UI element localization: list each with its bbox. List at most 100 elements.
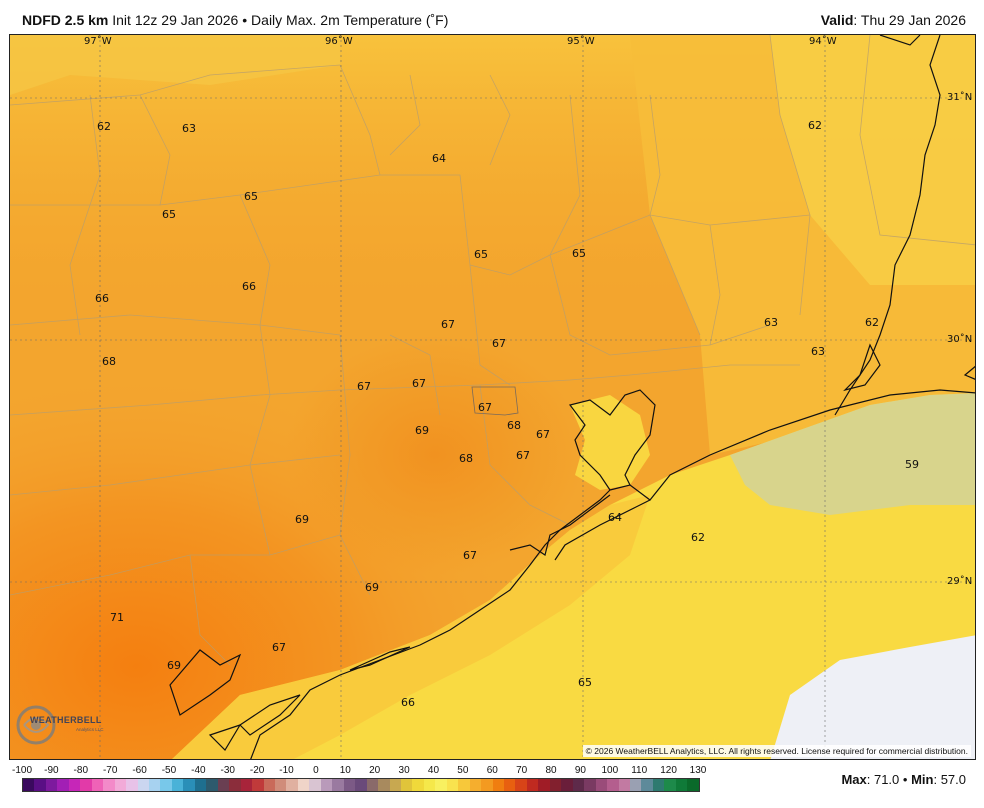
max-value: : 71.0 bbox=[866, 772, 900, 787]
valid-time: Valid: Thu 29 Jan 2026 bbox=[821, 12, 966, 28]
colorbar-tick-label: -50 bbox=[161, 765, 177, 776]
colorbar-tick-label: 60 bbox=[486, 765, 498, 776]
lat-label-30n: 30˚N bbox=[947, 333, 972, 345]
gulf-cool-water bbox=[730, 393, 975, 515]
temp-value: 69 bbox=[167, 659, 181, 672]
colorbar-swatch bbox=[34, 779, 46, 791]
temp-value: 67 bbox=[516, 449, 530, 462]
lat-lon-grid bbox=[10, 35, 975, 759]
temperature-map[interactable]: 97˚W 96˚W 95˚W 94˚W 31˚N 30˚N 29˚N 62 63… bbox=[9, 34, 976, 760]
temp-value: 65 bbox=[578, 676, 592, 689]
logo-wordmark: WEATHERBELL bbox=[30, 715, 102, 725]
temperature-values: 62 63 64 62 65 65 65 65 66 66 67 67 63 6… bbox=[95, 119, 919, 709]
colorbar-tick-label: 100 bbox=[601, 765, 619, 776]
colorbar-swatch bbox=[378, 779, 390, 791]
colorbar-swatch bbox=[274, 779, 287, 791]
colorbar-swatch bbox=[675, 779, 688, 791]
temp-value: 65 bbox=[162, 208, 176, 221]
colorbar-swatch bbox=[481, 779, 493, 791]
colorbar-swatch bbox=[664, 779, 676, 791]
houston-outline bbox=[471, 386, 519, 416]
temp-value: 68 bbox=[507, 419, 521, 432]
colorbar-swatch bbox=[515, 779, 527, 791]
colorbar-swatch bbox=[687, 779, 699, 791]
colorbar-swatch bbox=[240, 779, 253, 791]
temp-value: 63 bbox=[764, 316, 778, 329]
colorbar-tick-label: -60 bbox=[132, 765, 147, 776]
valid-date: : Thu 29 Jan 2026 bbox=[853, 12, 966, 28]
colorbar-tick-label: -80 bbox=[73, 765, 89, 776]
colorbar-tick-label: -30 bbox=[220, 765, 235, 776]
colorbar-swatch bbox=[103, 779, 115, 791]
colorbar-swatch bbox=[45, 779, 58, 791]
colorbar-swatch bbox=[652, 779, 665, 791]
colorbar-swatch bbox=[91, 779, 104, 791]
temp-value: 64 bbox=[608, 511, 622, 524]
lat-label-31n: 31˚N bbox=[947, 91, 972, 103]
colorbar-swatch bbox=[137, 779, 149, 791]
colorbar-tick-label: 80 bbox=[545, 765, 557, 776]
colorbar-swatch bbox=[526, 779, 539, 791]
colorbar-swatch bbox=[389, 779, 401, 791]
colorbar-swatch bbox=[412, 779, 424, 791]
colorbar-swatch bbox=[458, 779, 470, 791]
north-patch bbox=[10, 35, 340, 95]
temp-value: 68 bbox=[459, 452, 473, 465]
temp-value: 69 bbox=[415, 424, 429, 437]
lon-label-94w: 94˚W bbox=[809, 35, 837, 47]
colorbar-tick-label: -20 bbox=[249, 765, 265, 776]
colorbar-tick-label: 0 bbox=[313, 765, 319, 776]
colorbar-tick-label: 110 bbox=[631, 765, 648, 776]
temp-value: 65 bbox=[244, 190, 258, 203]
colorbar-swatch bbox=[504, 779, 516, 791]
temp-value: 66 bbox=[95, 292, 109, 305]
colorbar-swatch bbox=[183, 779, 195, 791]
colorbar-swatch bbox=[584, 779, 596, 791]
colorbar-swatch bbox=[148, 779, 161, 791]
grid-labels: 97˚W 96˚W 95˚W 94˚W 31˚N 30˚N 29˚N bbox=[84, 35, 972, 587]
logo-subtitle: Analytics LLC bbox=[76, 727, 104, 732]
temp-value: 62 bbox=[691, 531, 705, 544]
colorbar-tick-label: 120 bbox=[660, 765, 677, 776]
colorbar-swatch bbox=[435, 779, 447, 791]
colorbar-swatch bbox=[263, 779, 275, 791]
temp-value: 67 bbox=[478, 401, 492, 414]
swirl-logo-icon bbox=[16, 705, 56, 745]
colorbar-swatch bbox=[80, 779, 92, 791]
colorbar-swatch bbox=[618, 779, 631, 791]
colorbar-swatch bbox=[206, 779, 218, 791]
colorbar-swatch bbox=[492, 779, 505, 791]
northeast-cool-area bbox=[770, 35, 975, 285]
colorbar-tick-label: -90 bbox=[44, 765, 59, 776]
colorbar-swatch bbox=[23, 779, 35, 791]
temp-value: 71 bbox=[110, 611, 124, 624]
colorbar-swatch bbox=[171, 779, 184, 791]
colorbar-swatch bbox=[57, 779, 69, 791]
temp-value: 65 bbox=[572, 247, 586, 260]
temp-value: 63 bbox=[811, 345, 825, 358]
weatherbell-logo: WEATHERBELL Analytics LLC bbox=[14, 703, 104, 747]
product-name: Daily Max. 2m Temperature (˚F) bbox=[251, 12, 449, 28]
colorbar-ticks: -100 -90 -80 -70 -60 -50 -40 -30 -20 -10 0 10 20 30 40… bbox=[0, 765, 720, 777]
colorbar-swatch bbox=[355, 779, 367, 791]
colorbar-swatch bbox=[332, 779, 344, 791]
colorbar-swatch bbox=[194, 779, 207, 791]
stats-bullet: • bbox=[902, 772, 908, 787]
temp-value: 68 bbox=[102, 355, 116, 368]
colorbar-tick-label: 90 bbox=[574, 765, 586, 776]
max-min-stats: Max: 71.0 • Min: 57.0 bbox=[841, 772, 966, 787]
colorbar-swatch bbox=[160, 779, 172, 791]
temp-value: 67 bbox=[463, 549, 477, 562]
temp-value: 59 bbox=[905, 458, 919, 471]
temp-value: 67 bbox=[272, 641, 286, 654]
colorbar-tick-label: 50 bbox=[457, 765, 469, 776]
colorbar-swatch bbox=[423, 779, 436, 791]
colorbar-swatch bbox=[641, 779, 653, 791]
lat-label-29n: 29˚N bbox=[947, 575, 972, 587]
colorbar-swatch bbox=[217, 779, 230, 791]
colorbar-swatch bbox=[400, 779, 413, 791]
colorbar-tick-label: -40 bbox=[191, 765, 206, 776]
colorbar-tick-label: 30 bbox=[398, 765, 410, 776]
min-label: Min bbox=[911, 772, 934, 787]
min-value: : 57.0 bbox=[933, 772, 966, 787]
